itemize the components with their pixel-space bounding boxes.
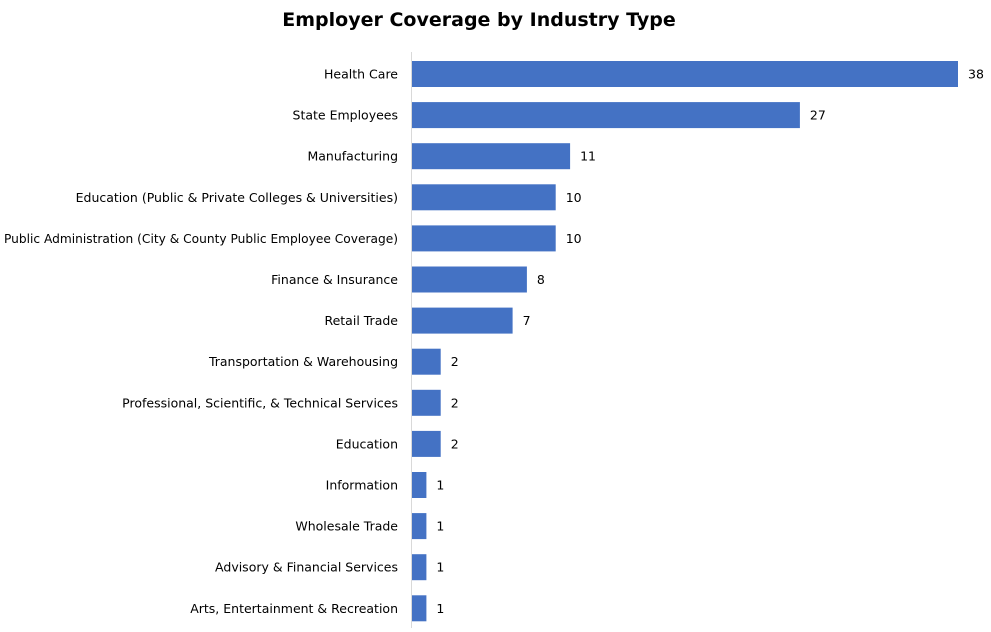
bar [412,513,427,540]
data-label: 2 [451,395,459,410]
data-label: 7 [523,313,531,328]
bar [412,266,527,293]
bar [412,595,427,622]
category-label: State Employees [293,108,398,123]
category-label: Finance & Insurance [271,272,398,287]
category-label: Manufacturing [307,149,398,164]
bar [412,184,556,211]
data-label: 1 [436,601,444,616]
data-label: 11 [580,149,596,164]
bar [412,102,800,129]
data-label: 1 [436,478,444,493]
bar [412,225,556,252]
data-label: 27 [810,108,826,123]
category-label: Education [336,436,398,451]
category-label: Professional, Scientific, & Technical Se… [122,395,398,410]
data-label: 10 [566,231,582,246]
data-label: 1 [436,519,444,534]
data-label: 2 [451,436,459,451]
bar [412,143,571,170]
bar [412,389,441,416]
bar [412,61,958,87]
data-label: 2 [451,354,459,369]
category-label: Transportation & Warehousing [208,354,398,369]
chart-title: Employer Coverage by Industry Type [282,9,675,31]
category-label: Advisory & Financial Services [215,560,398,575]
category-label: Arts, Entertainment & Recreation [190,601,398,616]
category-label: Health Care [324,67,398,82]
bar [412,430,441,457]
bar [412,472,427,498]
category-label: Education (Public & Private Colleges & U… [76,190,398,205]
bar [412,307,513,334]
category-label: Wholesale Trade [295,519,398,534]
data-label: 38 [968,67,984,82]
category-label: Retail Trade [324,313,398,328]
data-label: 1 [436,560,444,575]
category-label: Public Administration (City & County Pub… [4,231,398,246]
category-label: Information [326,478,398,493]
data-label: 10 [566,190,582,205]
data-label: 8 [537,272,545,287]
bar [412,554,427,581]
bar [412,348,441,375]
